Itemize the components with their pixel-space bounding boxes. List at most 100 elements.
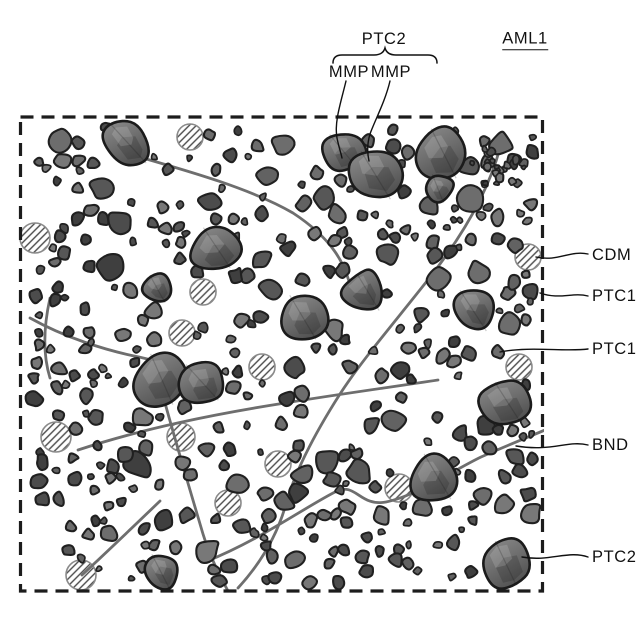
small-particle [322, 264, 337, 280]
small-particle [258, 192, 267, 202]
small-particle [374, 367, 390, 385]
small-particle [251, 250, 273, 269]
small-particle [323, 318, 344, 343]
active-material-layer-contents [19, 119, 544, 593]
small-particle [229, 347, 241, 359]
small-particle [405, 373, 417, 385]
small-particle [297, 180, 306, 189]
large-particle [143, 554, 179, 591]
small-particle [137, 522, 151, 536]
small-particle [511, 463, 529, 479]
bnd-leader [515, 443, 589, 449]
small-particle [481, 440, 498, 456]
small-particle [399, 224, 412, 236]
small-particle [446, 354, 462, 369]
small-particle [79, 387, 94, 406]
small-particle [197, 321, 209, 334]
large-particle-highlight [489, 544, 513, 568]
large-particle-highlight [417, 461, 440, 482]
small-particle [67, 452, 80, 464]
small-particle [505, 448, 525, 466]
small-particle [339, 516, 354, 529]
small-particle [356, 209, 369, 222]
small-particle [209, 212, 223, 226]
small-particle [511, 154, 521, 166]
small-particle [348, 443, 356, 451]
small-particle [175, 200, 185, 210]
facet-line [108, 121, 147, 164]
small-particle [367, 345, 379, 356]
small-particle [131, 407, 154, 427]
small-particle [62, 325, 75, 338]
ptc2-group-brace [332, 45, 438, 64]
small-particle [333, 173, 348, 188]
small-particle [426, 246, 444, 265]
small-particle [240, 217, 249, 226]
small-particle [493, 493, 516, 515]
small-particle [417, 346, 431, 360]
small-particle [467, 259, 491, 285]
small-particle [260, 507, 277, 525]
small-particle [174, 455, 192, 472]
small-particle [492, 180, 501, 186]
large-particle-highlight [151, 559, 167, 575]
small-particle [225, 473, 250, 494]
small-particle [339, 333, 351, 346]
facet-line [423, 453, 452, 500]
small-particle [522, 198, 539, 212]
large-particle-highlight [329, 138, 351, 155]
small-particle [423, 437, 433, 447]
small-particle [231, 364, 244, 379]
small-particle [51, 409, 66, 422]
small-particle [354, 549, 370, 565]
small-particle [370, 210, 380, 220]
small-particle [33, 156, 45, 167]
small-particle [395, 323, 406, 334]
small-particle [528, 133, 538, 142]
large-particle [409, 452, 459, 502]
small-particle [387, 123, 399, 136]
small-particle [279, 240, 297, 258]
small-particle [116, 446, 134, 463]
small-particle [445, 533, 461, 552]
large-particle-shade [155, 566, 174, 585]
small-particle [449, 215, 458, 224]
leader-lines [335, 80, 589, 559]
small-particle [288, 482, 310, 504]
small-particle [441, 505, 453, 517]
small-particle [376, 227, 389, 241]
small-particle [252, 310, 270, 324]
small-particle [196, 192, 223, 211]
facet-line [459, 290, 487, 332]
small-particle [327, 343, 338, 356]
small-particle [297, 526, 306, 536]
small-particle [243, 420, 251, 431]
small-particle [51, 280, 64, 294]
small-particle [86, 156, 101, 169]
small-particle [525, 143, 540, 160]
small-particle [150, 152, 158, 161]
small-particle [176, 398, 193, 416]
small-particle [80, 233, 92, 246]
cdm-particle [176, 123, 204, 151]
small-particle [132, 345, 142, 354]
small-particle [400, 341, 418, 355]
cdm-particle [264, 450, 292, 478]
small-particle [385, 468, 395, 478]
small-particle [455, 243, 463, 252]
small-particle [342, 479, 350, 488]
small-particle [249, 527, 260, 539]
small-particle [372, 505, 390, 526]
small-particle [92, 439, 103, 452]
cdm-particle [505, 353, 533, 381]
cdm-leader [535, 252, 589, 259]
ptc1-small-particles [24, 121, 542, 591]
large-particle-shade [433, 185, 450, 200]
large-particle-shade [193, 377, 218, 400]
large-particle-shade [466, 304, 489, 325]
small-particle [259, 540, 272, 552]
small-particle [316, 508, 333, 522]
small-particle [169, 540, 183, 556]
small-particle [145, 331, 163, 348]
